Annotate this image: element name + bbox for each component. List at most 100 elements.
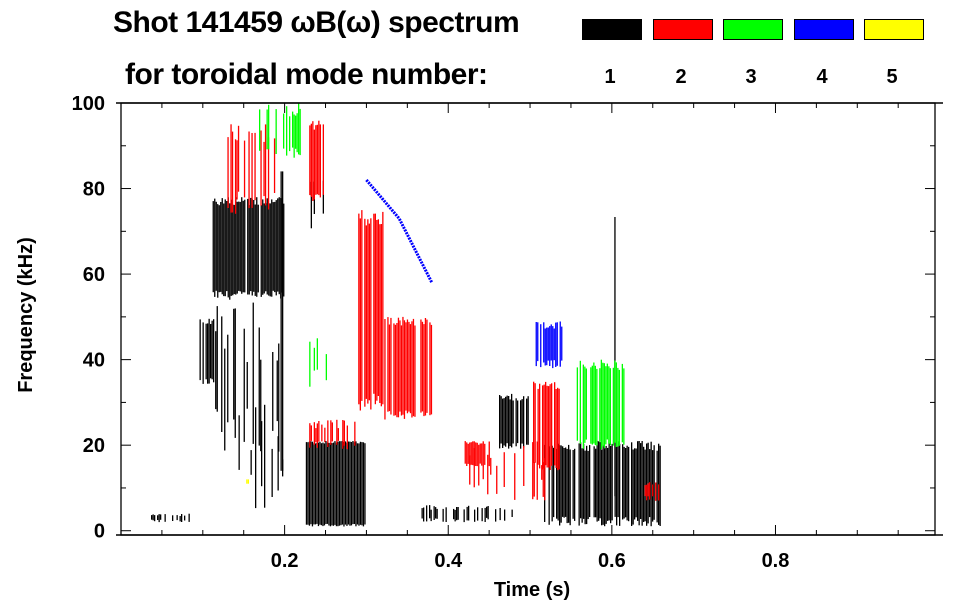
spectrum-streak [359,218,361,411]
spectrum-streak [554,382,556,466]
spectrum-streak [472,441,474,466]
spectrum-streak [158,514,160,523]
spectrum-streak [224,348,226,451]
spectrum-streak [456,507,458,521]
spectrum-streak [261,421,263,487]
spectrum-streak [399,320,401,412]
spectrum-streak [436,508,438,519]
spectrum-streak [354,421,356,446]
mode-1-region [421,505,513,523]
spectrum-streak [442,508,444,522]
spectrum-streak [646,484,648,501]
spectrum-streak [243,140,246,198]
spectrum-streak [328,442,330,526]
spectrum-streak [275,200,277,296]
y-axis-label: Frequency (kHz) [15,237,37,393]
spectrum-streak [332,442,335,526]
spectrum-streak [340,441,342,526]
spectrum-streak [473,448,475,488]
spectrum-streak [277,198,279,292]
spectrum-streak [218,205,220,293]
spectrum-streak [235,197,237,295]
spectrum-streak [278,343,280,452]
mode-4-region [535,321,563,369]
spectrum-streak [299,108,301,156]
spectrum-streak [550,324,552,361]
spectrum-streak [556,322,558,366]
spectrum-streak [605,445,607,524]
spectrum-streak [232,204,234,296]
spectrum-streak [323,443,326,526]
spectrum-streak [388,324,391,412]
spectrum-streak [556,448,558,519]
spectrum-streak [316,338,318,370]
spectrum-streak [488,441,490,467]
spectrum-streak [330,420,332,445]
spectrum-streak [646,443,648,526]
spectrum-streak [430,324,433,415]
spectrum-streak [319,441,321,525]
spectrum-streak [305,442,308,525]
spectrum-streak [632,449,634,525]
spectrum-streak [393,323,395,416]
spectrum-streak [562,446,564,517]
spectrum-streak [355,441,357,527]
spectrum-streak [213,319,215,383]
spectrum-streak [172,515,174,521]
spectrum-streak [626,445,628,521]
spectrum-streak [557,443,559,521]
spectrum-streak [514,453,516,500]
y-tick-label: 20 [83,435,105,457]
spectrum-streak [481,508,483,522]
x-tick-label: 0.4 [434,550,463,572]
spectrum-streak [469,442,471,466]
y-tick-label: 60 [83,264,105,286]
spectrum-streak [377,219,379,396]
y-tick-label: 100 [72,93,105,115]
spectrum-streak [533,381,535,463]
spectrum-streak [517,400,519,444]
spectrum-streak [338,441,341,526]
spectrum-streak [310,181,312,229]
spectrum-streak [587,450,589,520]
spectrum-streak [367,219,369,404]
spectrum-streak [584,450,586,525]
spectrum-streak [254,132,256,201]
spectrum-streak [374,213,376,405]
spectrum-streak [322,180,324,214]
spectrum-streak [361,442,363,526]
spectrum-streak [325,441,327,524]
spectrum-streak [560,445,562,523]
spectrum-streak [400,325,403,416]
spectrum-streak [295,115,297,149]
spectrum-streak [607,447,609,521]
spectrum-streak [579,360,581,444]
spectrum-streak [628,446,630,522]
spectrum-streak [373,213,375,394]
spectrum-streak [214,198,216,297]
spectrum-streak [586,445,588,525]
spectrum-streak [406,319,409,414]
spectrum-streak [649,482,651,500]
spectrum-streak [637,441,639,521]
spectrum-streak [569,449,571,526]
spectrum-streak [476,442,478,467]
spectrum-streak [331,443,333,526]
spectrum-streak [435,507,437,519]
spectrum-streak [466,442,468,466]
spectrum-streak [314,443,317,525]
spectrum-streak [553,447,555,518]
spectrum-streak [292,111,294,148]
legend-label-mode-3: 3 [745,66,757,88]
spectrum-streak [623,446,625,519]
spectrum-streak [559,445,561,526]
spectrum-streak [320,443,323,526]
spectrum-streak [319,124,321,198]
spectrum-streak [426,319,428,413]
spectrum-streak [260,205,262,297]
spectrum-streak [533,462,535,497]
spectrum-streak [234,308,236,438]
spectrum-streak [601,449,603,526]
spectrum-streak [503,452,505,487]
spectrum-streak [555,389,557,468]
